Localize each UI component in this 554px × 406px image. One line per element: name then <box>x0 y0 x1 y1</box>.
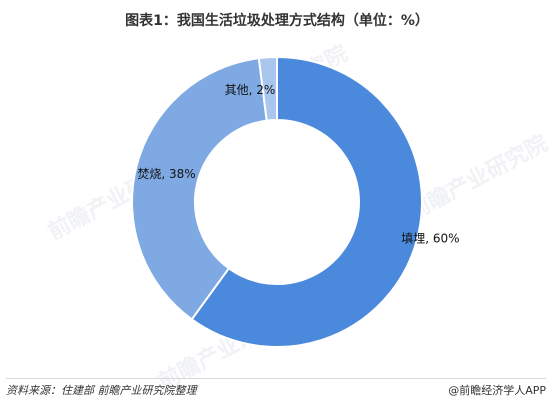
slice-label-0: 填埋, 60% <box>401 231 459 245</box>
source-note: 资料来源：住建部 前瞻产业研究院整理 <box>6 384 197 397</box>
slice-0 <box>190 55 423 348</box>
slice-1 <box>131 57 268 321</box>
slice-label-1: 焚烧, 38% <box>137 167 195 181</box>
slice-2 <box>257 55 278 122</box>
brand-credit: @前瞻经济学人APP <box>448 384 546 397</box>
slice-label-2: 其他, 2% <box>225 83 276 97</box>
chart-title: 图表1：我国生活垃圾处理方式结构（单位：%） <box>125 13 429 29</box>
footer: 资料来源：住建部 前瞻产业研究院整理 @前瞻经济学人APP <box>6 378 546 399</box>
